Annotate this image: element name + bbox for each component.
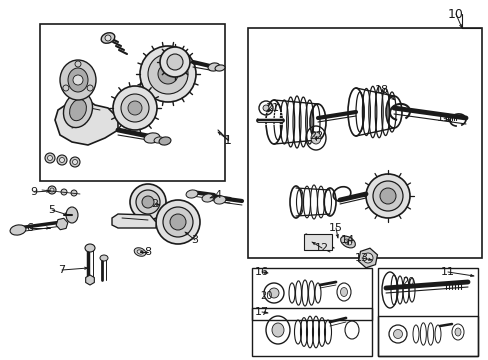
- Circle shape: [50, 188, 54, 192]
- Circle shape: [130, 184, 165, 220]
- Ellipse shape: [207, 63, 220, 71]
- Ellipse shape: [271, 323, 284, 337]
- Text: 1: 1: [224, 134, 231, 147]
- Circle shape: [72, 159, 77, 165]
- Text: 17: 17: [254, 307, 268, 317]
- Text: 13: 13: [354, 253, 368, 263]
- Ellipse shape: [214, 196, 225, 204]
- Text: 2: 2: [151, 199, 158, 209]
- Bar: [304, 234, 331, 250]
- Ellipse shape: [185, 190, 198, 198]
- Ellipse shape: [66, 207, 78, 223]
- Ellipse shape: [100, 255, 108, 261]
- Text: 14: 14: [340, 235, 354, 245]
- Ellipse shape: [202, 194, 214, 202]
- Text: 8: 8: [144, 247, 151, 257]
- Text: 16: 16: [254, 267, 268, 277]
- Ellipse shape: [340, 288, 347, 297]
- Ellipse shape: [134, 248, 145, 256]
- Ellipse shape: [310, 132, 320, 144]
- Circle shape: [268, 288, 279, 298]
- Text: 4: 4: [214, 190, 221, 200]
- Bar: [251, 268, 371, 320]
- Circle shape: [48, 186, 56, 194]
- Ellipse shape: [85, 244, 95, 252]
- Circle shape: [158, 64, 178, 84]
- Ellipse shape: [344, 239, 351, 245]
- Circle shape: [372, 181, 402, 211]
- Ellipse shape: [144, 133, 160, 143]
- Circle shape: [365, 174, 409, 218]
- Ellipse shape: [68, 68, 88, 92]
- Bar: [251, 308, 371, 356]
- Polygon shape: [55, 100, 118, 145]
- Circle shape: [136, 190, 160, 214]
- Circle shape: [71, 190, 77, 196]
- Circle shape: [362, 253, 372, 263]
- Text: 21: 21: [264, 103, 279, 113]
- Circle shape: [45, 153, 55, 163]
- Circle shape: [70, 157, 80, 167]
- Circle shape: [63, 85, 69, 91]
- Bar: [377, 316, 477, 356]
- Circle shape: [167, 54, 183, 70]
- Ellipse shape: [159, 137, 171, 145]
- Text: 22: 22: [308, 131, 323, 141]
- Bar: [377, 268, 477, 356]
- Circle shape: [379, 188, 395, 204]
- Text: 18: 18: [374, 85, 388, 95]
- Ellipse shape: [340, 236, 355, 248]
- Circle shape: [148, 54, 187, 94]
- Circle shape: [170, 214, 185, 230]
- Ellipse shape: [454, 328, 460, 336]
- Circle shape: [61, 189, 67, 195]
- Circle shape: [73, 75, 83, 85]
- Ellipse shape: [10, 225, 26, 235]
- Ellipse shape: [154, 137, 163, 143]
- Circle shape: [60, 158, 64, 162]
- Ellipse shape: [101, 33, 115, 43]
- Circle shape: [156, 200, 200, 244]
- Circle shape: [87, 85, 93, 91]
- Circle shape: [57, 155, 67, 165]
- Text: 20: 20: [259, 291, 272, 301]
- Circle shape: [142, 196, 154, 208]
- Text: 11: 11: [440, 267, 454, 277]
- Circle shape: [163, 207, 193, 237]
- Circle shape: [113, 86, 157, 130]
- Bar: [247, 28, 481, 258]
- Text: 9: 9: [30, 187, 38, 197]
- Text: 6: 6: [26, 223, 34, 233]
- Text: 3: 3: [191, 235, 198, 245]
- Circle shape: [160, 47, 190, 77]
- Circle shape: [47, 156, 52, 161]
- Text: 20: 20: [401, 277, 413, 287]
- Ellipse shape: [63, 93, 92, 127]
- Circle shape: [263, 105, 268, 111]
- Circle shape: [393, 329, 402, 338]
- Text: 10: 10: [447, 8, 463, 21]
- Text: 12: 12: [314, 243, 328, 253]
- Text: 7: 7: [59, 265, 65, 275]
- Text: 19: 19: [436, 113, 450, 123]
- Text: 5: 5: [48, 205, 55, 215]
- Polygon shape: [112, 214, 156, 228]
- Ellipse shape: [215, 65, 224, 71]
- Circle shape: [105, 35, 111, 41]
- Circle shape: [121, 94, 149, 122]
- Ellipse shape: [69, 99, 86, 121]
- Bar: [40, 24, 224, 181]
- Text: 15: 15: [328, 223, 342, 233]
- Ellipse shape: [137, 250, 142, 254]
- Ellipse shape: [60, 60, 96, 100]
- Circle shape: [75, 61, 81, 67]
- Circle shape: [140, 46, 196, 102]
- Circle shape: [128, 101, 142, 115]
